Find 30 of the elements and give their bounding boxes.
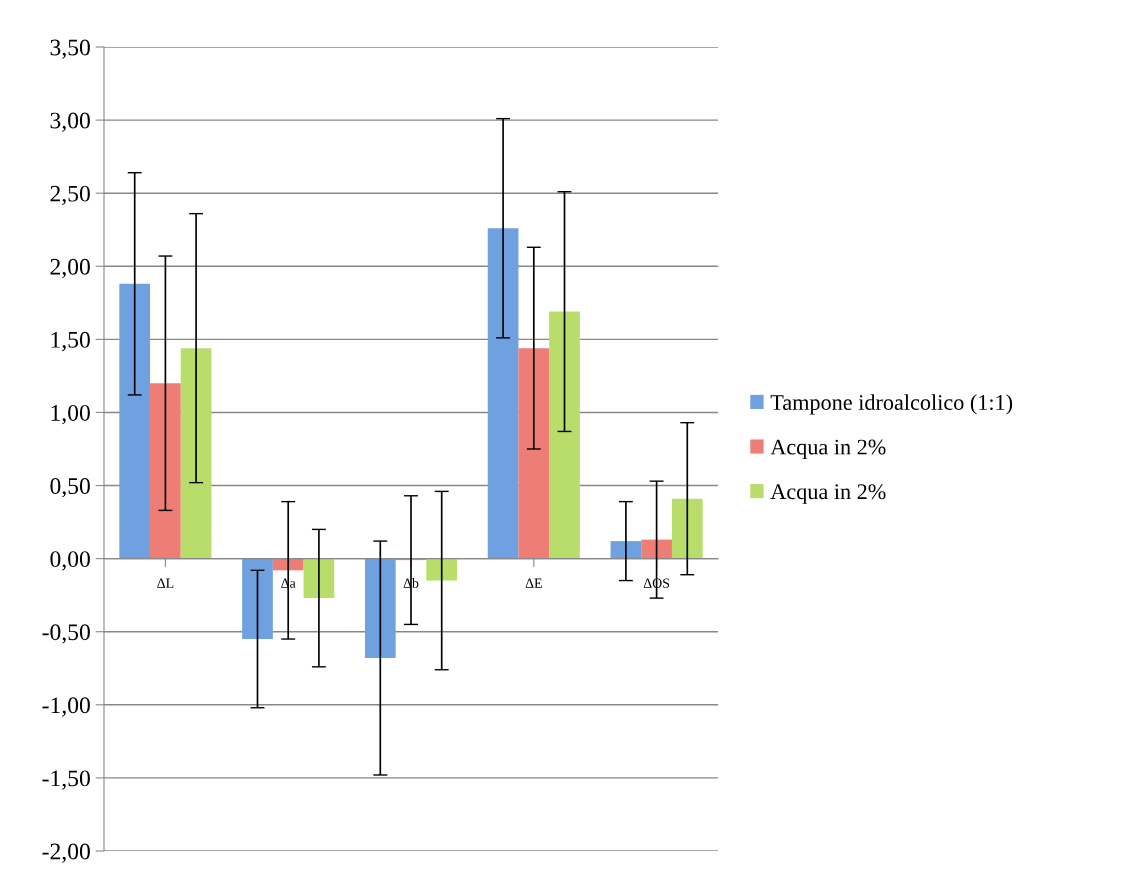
x-tick-label: ΔL xyxy=(157,578,174,588)
bar xyxy=(180,348,212,559)
y-tick-label: 0,50 xyxy=(50,478,90,498)
y-tick-label: 1,50 xyxy=(51,331,90,352)
bar xyxy=(242,558,273,640)
bar xyxy=(518,348,550,559)
bar xyxy=(119,283,151,559)
bar xyxy=(426,558,458,581)
bar xyxy=(671,498,703,559)
y-tick-label: 3,00 xyxy=(50,112,90,132)
bar xyxy=(487,228,519,559)
x-tick-label: ΔE xyxy=(525,578,542,588)
bar xyxy=(641,539,672,559)
bar xyxy=(303,558,335,599)
legend-label: Acqua in 2% xyxy=(770,439,886,460)
y-tick-label: -1,00 xyxy=(42,697,90,717)
bar xyxy=(549,311,580,559)
y-tick-label: 0,00 xyxy=(50,551,90,571)
legend-label: Acqua in 2% xyxy=(770,484,886,504)
y-tick-label: -1,50 xyxy=(42,770,90,790)
bar xyxy=(272,558,304,571)
y-tick-label: 2,00 xyxy=(50,258,90,279)
bar xyxy=(150,383,181,559)
y-tick-label: -0,50 xyxy=(42,624,90,644)
y-tick-label: 1,00 xyxy=(51,404,90,425)
legend-label: Tampone idroalcolico (1:1) xyxy=(770,394,1013,415)
y-tick-label: 3,50 xyxy=(50,39,90,59)
y-tick-label: -2,00 xyxy=(42,843,90,863)
bar xyxy=(364,558,396,659)
y-tick-label: 2,50 xyxy=(50,185,90,205)
